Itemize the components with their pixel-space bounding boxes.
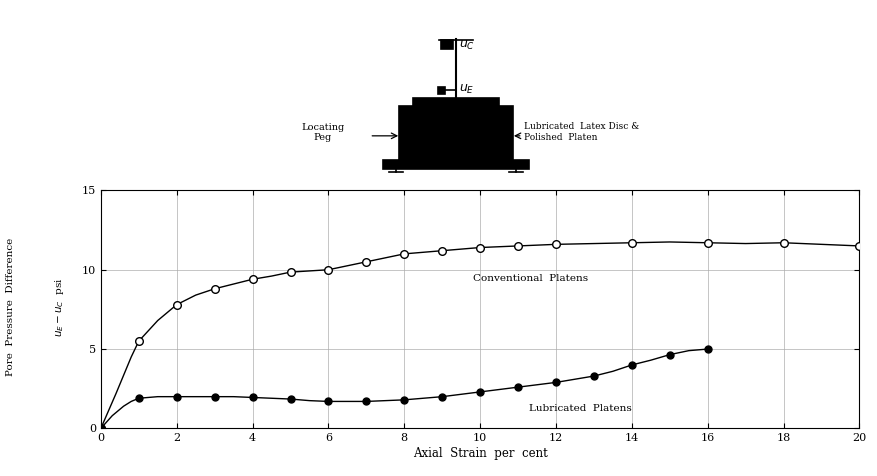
Text: Lubricated  Latex Disc &: Lubricated Latex Disc &: [524, 122, 639, 131]
Text: Conventional  Platens: Conventional Platens: [473, 274, 588, 283]
Text: Polished  Platen: Polished Platen: [524, 133, 598, 142]
Bar: [438, 87, 445, 94]
Text: $u_C$: $u_C$: [460, 39, 475, 51]
Text: $u_E$: $u_E$: [460, 82, 474, 96]
X-axis label: Axial  Strain  per  cent: Axial Strain per cent: [413, 447, 547, 460]
Text: Locating: Locating: [301, 123, 345, 132]
Bar: [441, 40, 453, 49]
Bar: [382, 160, 530, 169]
Text: Peg: Peg: [314, 133, 332, 142]
Bar: [399, 106, 513, 160]
Text: Lubricated  Platens: Lubricated Platens: [530, 404, 632, 413]
Text: $u_E - u_C$  psi: $u_E - u_C$ psi: [53, 277, 66, 337]
Text: Pore  Pressure  Difference: Pore Pressure Difference: [6, 238, 15, 376]
Bar: [413, 98, 499, 106]
